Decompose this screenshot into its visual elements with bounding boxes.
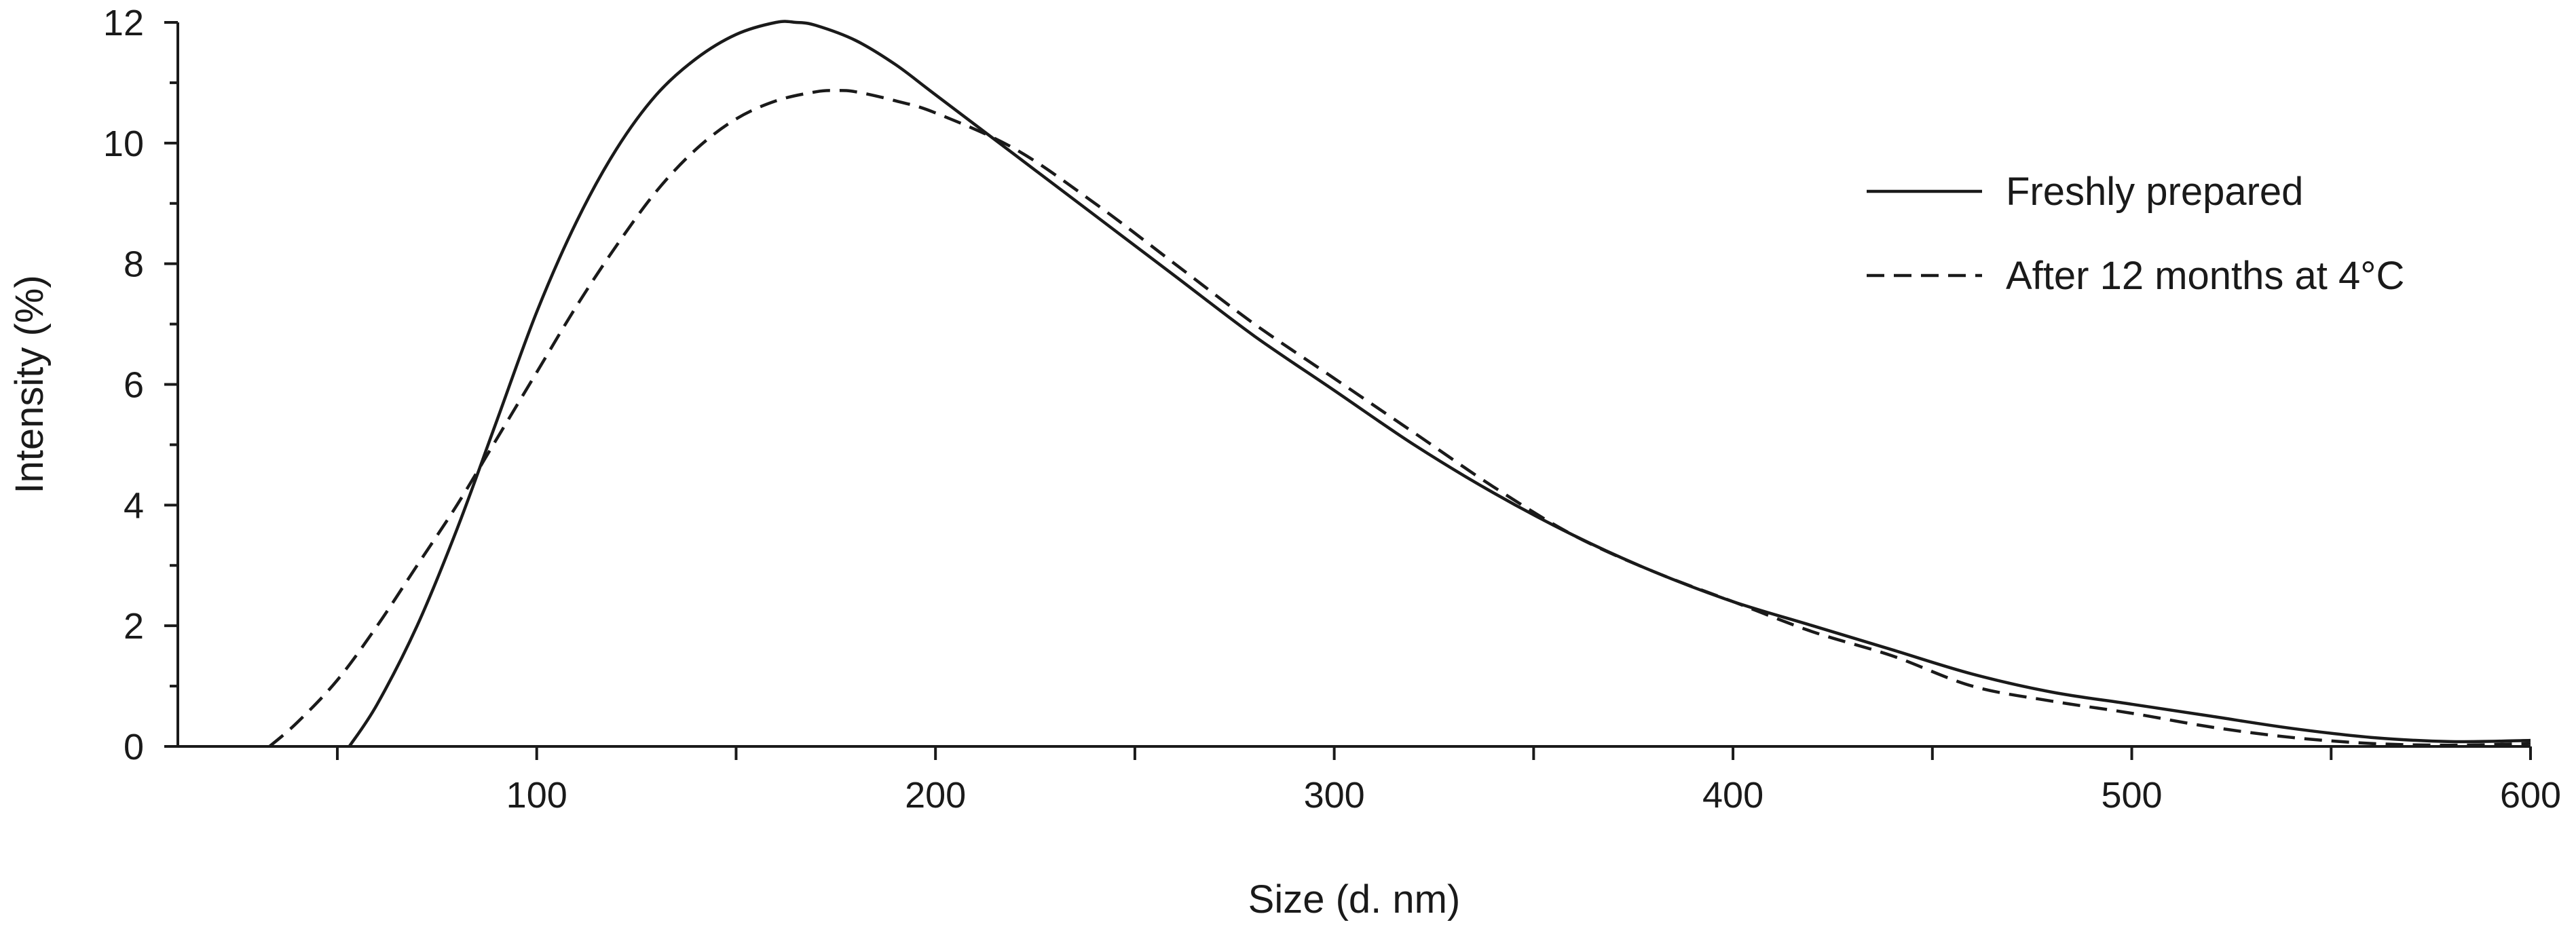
y-tick-label-4: 4 xyxy=(124,485,144,526)
x-tick-label-200: 200 xyxy=(905,775,966,816)
x-tick-label-500: 500 xyxy=(2101,775,2162,816)
y-tick-label-10: 10 xyxy=(103,124,144,164)
y-ticks: 0 2 4 6 8 10 12 xyxy=(103,3,178,767)
x-tick-label-400: 400 xyxy=(1702,775,1763,816)
x-tick-label-600: 600 xyxy=(2500,775,2561,816)
legend: Freshly prepared After 12 months at 4°C xyxy=(1867,170,2404,298)
y-tick-label-2: 2 xyxy=(124,606,144,647)
x-ticks: 100 200 300 400 500 600 xyxy=(335,746,2561,816)
series-layer xyxy=(268,20,2531,748)
y-tick-label-6: 6 xyxy=(124,365,144,406)
x-tick-label-300: 300 xyxy=(1304,775,1365,816)
legend-label-freshly-prepared: Freshly prepared xyxy=(2006,170,2303,214)
y-axis-title: Intensity (%) xyxy=(7,275,52,493)
series-line-1 xyxy=(268,89,2531,748)
x-tick-label-100: 100 xyxy=(506,775,567,816)
x-axis-title: Size (d. nm) xyxy=(1248,877,1461,922)
series-line-0 xyxy=(348,20,2531,748)
y-tick-label-8: 8 xyxy=(124,244,144,285)
y-tick-label-12: 12 xyxy=(103,3,144,43)
y-tick-label-0: 0 xyxy=(124,727,144,767)
legend-label-after-12-months: After 12 months at 4°C xyxy=(2006,254,2404,298)
